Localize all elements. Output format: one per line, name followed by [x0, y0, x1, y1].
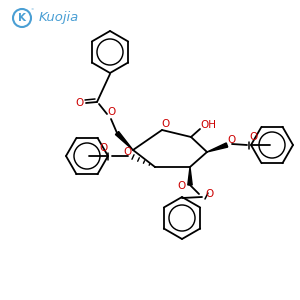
Text: O: O — [249, 132, 257, 142]
Text: O: O — [228, 135, 236, 145]
Text: O: O — [206, 189, 214, 199]
Polygon shape — [188, 167, 192, 185]
Text: O: O — [161, 119, 169, 129]
Polygon shape — [116, 131, 133, 150]
Text: O: O — [177, 181, 185, 191]
Text: K: K — [18, 13, 26, 23]
Text: °: ° — [30, 8, 34, 14]
Text: Kuojia: Kuojia — [39, 11, 79, 25]
Text: O: O — [123, 147, 131, 157]
Text: O: O — [100, 143, 108, 153]
Polygon shape — [207, 143, 228, 152]
Text: O: O — [75, 98, 83, 108]
Text: OH: OH — [200, 120, 216, 130]
Text: O: O — [108, 107, 116, 117]
